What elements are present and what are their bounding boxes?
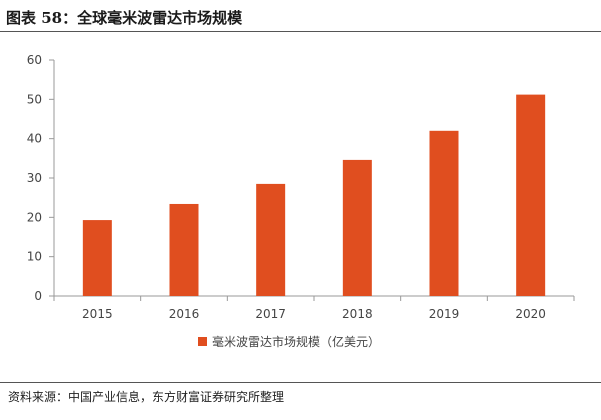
y-tick-label: 10 bbox=[27, 250, 42, 264]
bar-2020 bbox=[516, 94, 546, 296]
figure-title: 图表 58：全球毫米波雷达市场规模 bbox=[6, 8, 243, 27]
y-tick-label: 40 bbox=[27, 132, 42, 146]
legend-swatch bbox=[198, 337, 207, 346]
bar-series bbox=[82, 94, 546, 296]
x-tick-label: 2015 bbox=[82, 307, 113, 321]
title-divider bbox=[0, 31, 601, 32]
x-tick-label: 2018 bbox=[342, 307, 373, 321]
y-tick-label: 50 bbox=[27, 92, 42, 106]
x-tick-label: 2017 bbox=[255, 307, 286, 321]
y-axis: 0 10 20 30 40 50 60 bbox=[27, 53, 55, 303]
chart-legend: 毫米波雷达市场规模（亿美元） bbox=[198, 334, 380, 349]
y-tick-label: 30 bbox=[27, 171, 42, 185]
bar-2016 bbox=[169, 203, 199, 296]
source-note: 资料来源：中国产业信息，东方财富证券研究所整理 bbox=[8, 390, 285, 404]
bar-chart: 0 10 20 30 40 50 60 2015 2016 2017 2018 2019 2020 毫… bbox=[27, 53, 575, 349]
x-tick-label: 2016 bbox=[169, 307, 200, 321]
bar-2017 bbox=[256, 183, 286, 296]
y-tick-label: 60 bbox=[27, 53, 42, 67]
x-axis: 2015 2016 2017 2018 2019 2020 bbox=[53, 295, 575, 321]
source-divider bbox=[0, 382, 601, 383]
y-tick-label: 20 bbox=[27, 210, 42, 224]
bar-2015 bbox=[82, 220, 112, 296]
bar-2019 bbox=[429, 130, 459, 296]
legend-label: 毫米波雷达市场规模（亿美元） bbox=[212, 334, 380, 349]
y-tick-label: 0 bbox=[34, 289, 42, 303]
x-tick-label: 2020 bbox=[515, 307, 546, 321]
x-tick-label: 2019 bbox=[429, 307, 460, 321]
bar-2018 bbox=[342, 159, 372, 296]
